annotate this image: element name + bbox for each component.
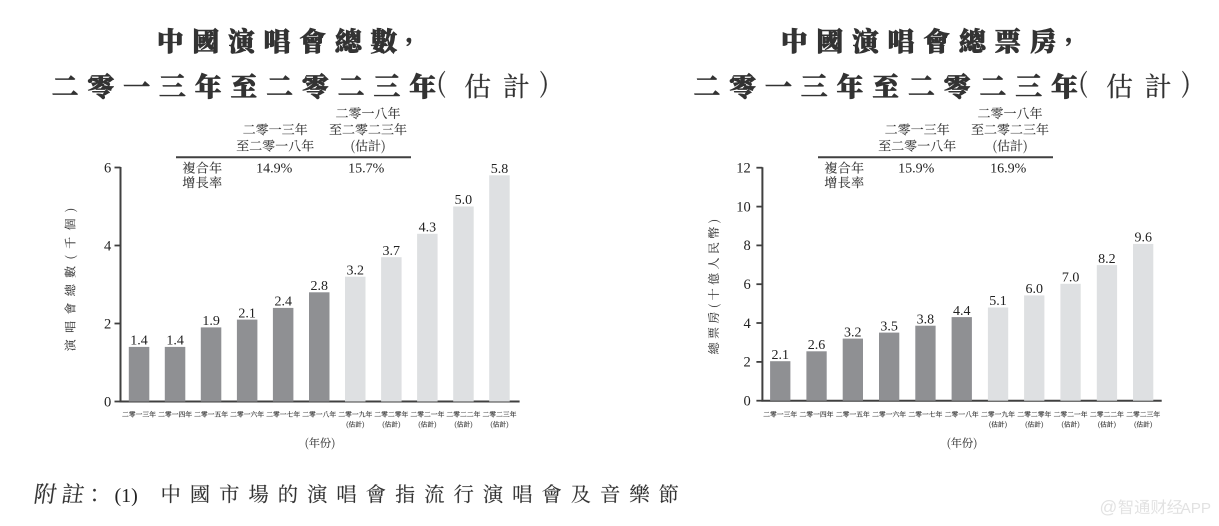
svg-text:10: 10	[736, 199, 751, 215]
svg-text:5.0: 5.0	[455, 193, 473, 208]
svg-text:3.2: 3.2	[347, 263, 365, 278]
svg-text:15.7%: 15.7%	[348, 162, 385, 177]
svg-text:4.4: 4.4	[953, 304, 971, 319]
svg-text:2: 2	[104, 316, 111, 332]
svg-text:2.4: 2.4	[274, 295, 292, 310]
svg-text:2.1: 2.1	[238, 306, 256, 321]
svg-text:14.9%: 14.9%	[256, 162, 293, 177]
svg-text:APP: APP	[1181, 500, 1211, 517]
svg-text:6: 6	[743, 277, 750, 293]
svg-text:15.9%: 15.9%	[898, 162, 935, 177]
svg-text:4: 4	[743, 316, 751, 332]
svg-text:5.8: 5.8	[491, 162, 509, 177]
svg-text:8: 8	[743, 238, 750, 254]
svg-text:2.1: 2.1	[771, 348, 789, 363]
svg-text:12: 12	[736, 161, 751, 177]
svg-text:@: @	[1100, 497, 1118, 517]
svg-text:4: 4	[104, 238, 112, 254]
svg-text:2.8: 2.8	[310, 279, 328, 294]
svg-text:4.3: 4.3	[419, 221, 437, 236]
svg-text:9.6: 9.6	[1134, 231, 1152, 246]
svg-text:3.5: 3.5	[880, 319, 898, 334]
svg-text:8.2: 8.2	[1098, 252, 1116, 267]
svg-text:16.9%: 16.9%	[990, 162, 1027, 177]
svg-text:0: 0	[104, 394, 111, 410]
svg-text:1.4: 1.4	[130, 334, 148, 349]
svg-text:1.9: 1.9	[202, 314, 220, 329]
svg-text:7.0: 7.0	[1062, 271, 1080, 286]
svg-text:3.2: 3.2	[844, 325, 862, 340]
svg-text:5.1: 5.1	[989, 294, 1007, 309]
svg-text:1.4: 1.4	[166, 334, 184, 349]
svg-text:3.8: 3.8	[917, 312, 935, 327]
svg-text:0: 0	[743, 394, 750, 410]
svg-text:6.0: 6.0	[1026, 282, 1044, 297]
svg-text:3.7: 3.7	[383, 244, 401, 259]
svg-text:2: 2	[743, 355, 750, 371]
svg-text:6: 6	[104, 160, 111, 176]
svg-text:2.6: 2.6	[808, 338, 826, 353]
svg-text:(1): (1)	[115, 485, 138, 507]
